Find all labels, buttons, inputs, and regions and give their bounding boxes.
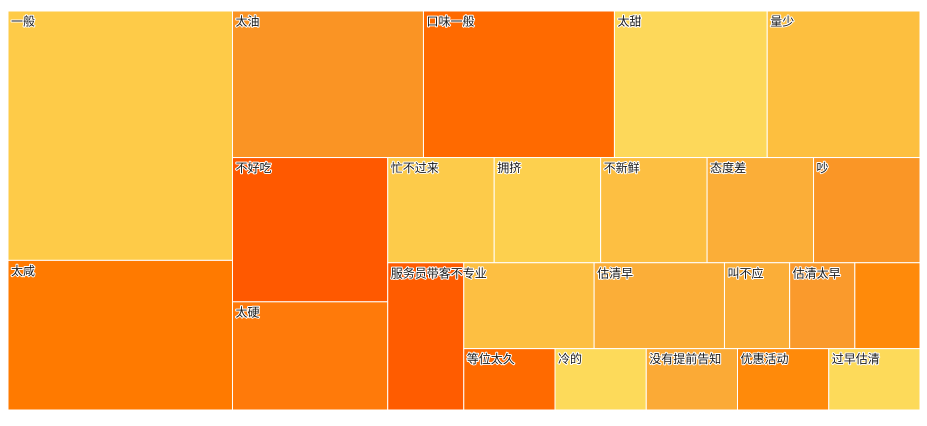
treemap-cell: [387, 157, 495, 264]
treemap-cell: [231, 301, 389, 411]
treemap-cell: [387, 262, 465, 411]
treemap-cell: [422, 10, 615, 159]
cell-label: 量少: [770, 15, 794, 29]
cell-label: 等位太久: [467, 351, 515, 366]
cell-label: 忙不过来: [391, 161, 439, 175]
treemap-cell: [7, 259, 233, 411]
cell-label: 优惠活动: [741, 352, 789, 366]
cell-label: 吵: [817, 161, 829, 175]
cell-label: 太硬: [235, 304, 259, 319]
cell-label: 口味一般: [426, 14, 474, 29]
treemap-cell: [600, 157, 708, 264]
cell-label: 没有提前告知: [649, 351, 721, 366]
treemap-cell: [493, 157, 602, 264]
treemap-cell: [463, 348, 556, 411]
cell-label: 叫不应: [727, 265, 763, 280]
treemap-cell: [813, 157, 921, 264]
cell-label: 一般: [11, 14, 35, 29]
treemap-cell: [231, 157, 389, 303]
cell-label: 太油: [235, 14, 259, 29]
treemap-cell: [613, 10, 768, 159]
cell-label: 太甜: [617, 14, 641, 29]
cell-label: 估清太早: [793, 265, 841, 280]
cell-label: 估清早: [597, 266, 633, 280]
treemap-cell: [854, 262, 921, 350]
treemap-cell: [828, 348, 921, 411]
cell-label: 服务员带客不专业: [391, 265, 487, 280]
treemap-cell: [723, 262, 791, 350]
treemap-cell: [7, 10, 233, 261]
treemap-cell: [706, 157, 815, 264]
treemap-cell: [645, 348, 739, 411]
cell-label: 冷的: [558, 351, 582, 366]
cell-label: 态度差: [710, 160, 746, 175]
treemap-cell: [231, 10, 424, 159]
cell-label: 不好吃: [235, 161, 271, 175]
cell-label: 过早估清: [832, 352, 880, 366]
treemap-cell: [766, 10, 921, 159]
cell-label: 不新鲜: [604, 160, 640, 175]
treemap-cell: [463, 262, 595, 350]
cell-label: 太咸: [11, 263, 35, 278]
treemap-cell: [737, 348, 830, 411]
cell-label: 拥挤: [497, 160, 521, 175]
